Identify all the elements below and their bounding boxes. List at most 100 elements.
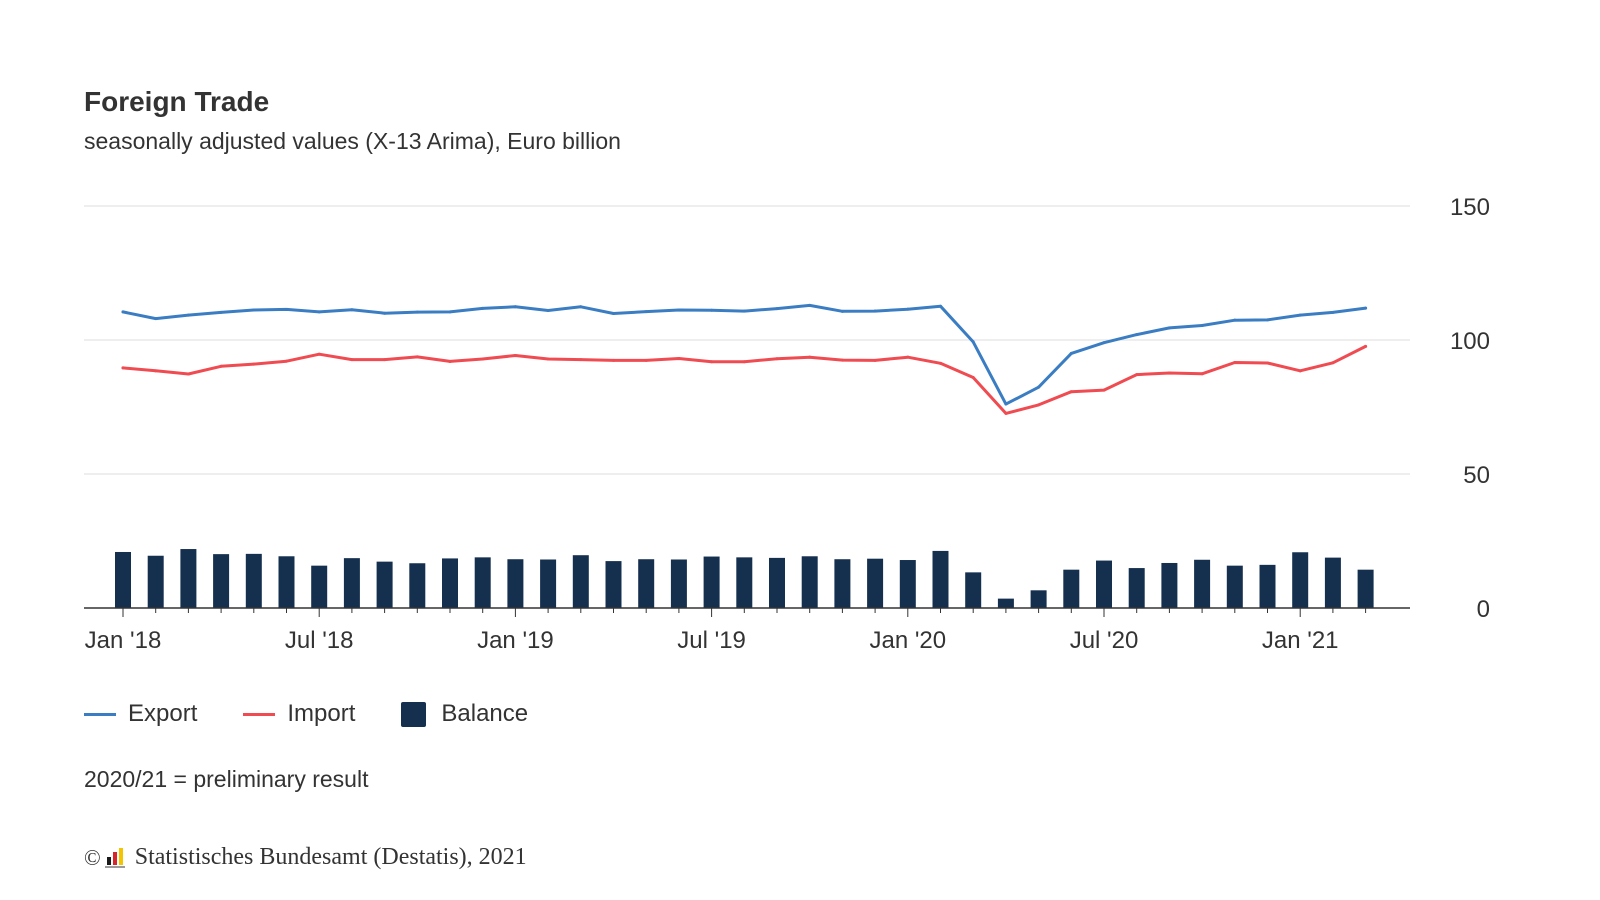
bar-balance-2	[180, 549, 197, 608]
point-import-24	[906, 355, 910, 359]
chart-legend: Export Import Balance	[84, 700, 574, 728]
point-export-33	[1200, 324, 1204, 328]
bar-balance-21	[801, 556, 818, 608]
point-import-29	[1069, 390, 1073, 394]
source-text: Statistisches Bundesamt (Destatis), 2021	[134, 844, 527, 870]
legend-item-balance[interactable]: Balance	[401, 700, 528, 728]
bar-balance-35	[1259, 564, 1276, 608]
legend-label-balance: Balance	[441, 700, 529, 727]
point-import-30	[1102, 388, 1106, 392]
point-import-0	[121, 366, 125, 370]
bar-balance-18	[703, 556, 720, 608]
y-tick-label-150: 150	[1450, 194, 1490, 221]
chart-title: Foreign Trade	[84, 86, 270, 117]
point-export-16	[644, 310, 648, 314]
bar-balance-38	[1357, 569, 1374, 608]
point-import-9	[415, 355, 419, 359]
bar-balance-16	[638, 559, 655, 608]
point-export-20	[775, 307, 779, 311]
point-import-23	[873, 358, 877, 362]
point-export-34	[1233, 318, 1237, 322]
legend-item-export[interactable]: Export	[84, 700, 197, 728]
point-export-4	[252, 308, 256, 312]
point-export-24	[906, 307, 910, 311]
point-export-28	[1037, 385, 1041, 389]
copyright-symbol: ©	[84, 844, 101, 870]
point-import-36	[1298, 369, 1302, 373]
point-import-34	[1233, 361, 1237, 365]
point-import-38	[1364, 344, 1368, 348]
bar-balance-29	[1063, 569, 1080, 608]
bar-balance-19	[736, 557, 753, 608]
point-import-31	[1135, 373, 1139, 377]
bar-balance-32	[1161, 562, 1178, 608]
chart-subtitle: seasonally adjusted values (X-13 Arima),…	[84, 128, 621, 154]
bar-balance-24	[899, 560, 916, 608]
point-export-1	[154, 317, 158, 321]
point-import-26	[971, 376, 975, 380]
point-export-29	[1069, 351, 1073, 355]
bar-balance-22	[834, 559, 851, 608]
point-import-17	[677, 356, 681, 360]
point-import-18	[710, 360, 714, 364]
point-export-8	[383, 311, 387, 315]
point-import-7	[350, 358, 354, 362]
bar-balance-25	[932, 550, 949, 608]
x-tick-label-12: Jan '19	[477, 627, 554, 654]
point-export-22	[840, 309, 844, 313]
legend-label-export: Export	[128, 700, 198, 727]
legend-swatch-export	[84, 712, 116, 716]
point-import-14	[579, 358, 583, 362]
legend-label-import: Import	[287, 700, 356, 727]
bar-balance-31	[1128, 568, 1145, 608]
bar-balance-5	[278, 556, 295, 608]
point-export-38	[1364, 306, 1368, 310]
point-import-12	[513, 354, 517, 358]
bar-balance-23	[867, 558, 884, 608]
bar-balance-37	[1324, 557, 1341, 608]
point-export-9	[415, 310, 419, 314]
point-import-35	[1266, 361, 1269, 365]
point-export-32	[1167, 326, 1171, 330]
bar-balance-12	[507, 559, 524, 608]
point-export-13	[546, 309, 550, 313]
point-export-2	[186, 313, 190, 317]
point-export-11	[481, 306, 485, 310]
point-export-30	[1102, 341, 1106, 345]
bar-balance-17	[670, 559, 687, 608]
point-export-25	[939, 304, 942, 308]
point-export-36	[1298, 313, 1302, 317]
point-export-26	[971, 340, 975, 344]
point-import-2	[186, 372, 190, 376]
legend-item-import[interactable]: Import	[243, 700, 355, 728]
footnote: 2020/21 = preliminary result	[84, 766, 369, 792]
point-import-25	[939, 361, 942, 365]
x-tick-label-0: Jan '18	[85, 627, 162, 654]
bar-balance-7	[343, 558, 360, 608]
point-import-28	[1037, 403, 1041, 407]
point-export-3	[219, 310, 223, 314]
bar-balance-34	[1226, 565, 1243, 608]
point-import-19	[742, 360, 746, 364]
point-export-12	[513, 305, 517, 309]
y-tick-label-100: 100	[1450, 328, 1490, 355]
bar-balance-33	[1194, 559, 1211, 608]
point-export-27	[1004, 402, 1008, 406]
point-export-35	[1266, 318, 1269, 322]
bar-balance-0	[115, 551, 131, 608]
point-export-21	[808, 303, 812, 307]
point-export-31	[1135, 333, 1139, 337]
point-export-0	[121, 310, 125, 314]
destatis-logo-icon	[104, 847, 127, 868]
point-export-19	[742, 309, 746, 313]
point-import-10	[448, 359, 452, 363]
point-export-6	[317, 310, 321, 314]
point-export-18	[710, 308, 714, 312]
point-import-1	[154, 369, 158, 373]
source-credit: © Statistisches Bundesamt (Destatis), 20…	[84, 844, 527, 871]
point-import-13	[546, 357, 550, 361]
x-tick-label-18: Jul '19	[677, 627, 746, 654]
x-tick-label-30: Jul '20	[1070, 627, 1139, 654]
point-import-22	[840, 358, 844, 362]
